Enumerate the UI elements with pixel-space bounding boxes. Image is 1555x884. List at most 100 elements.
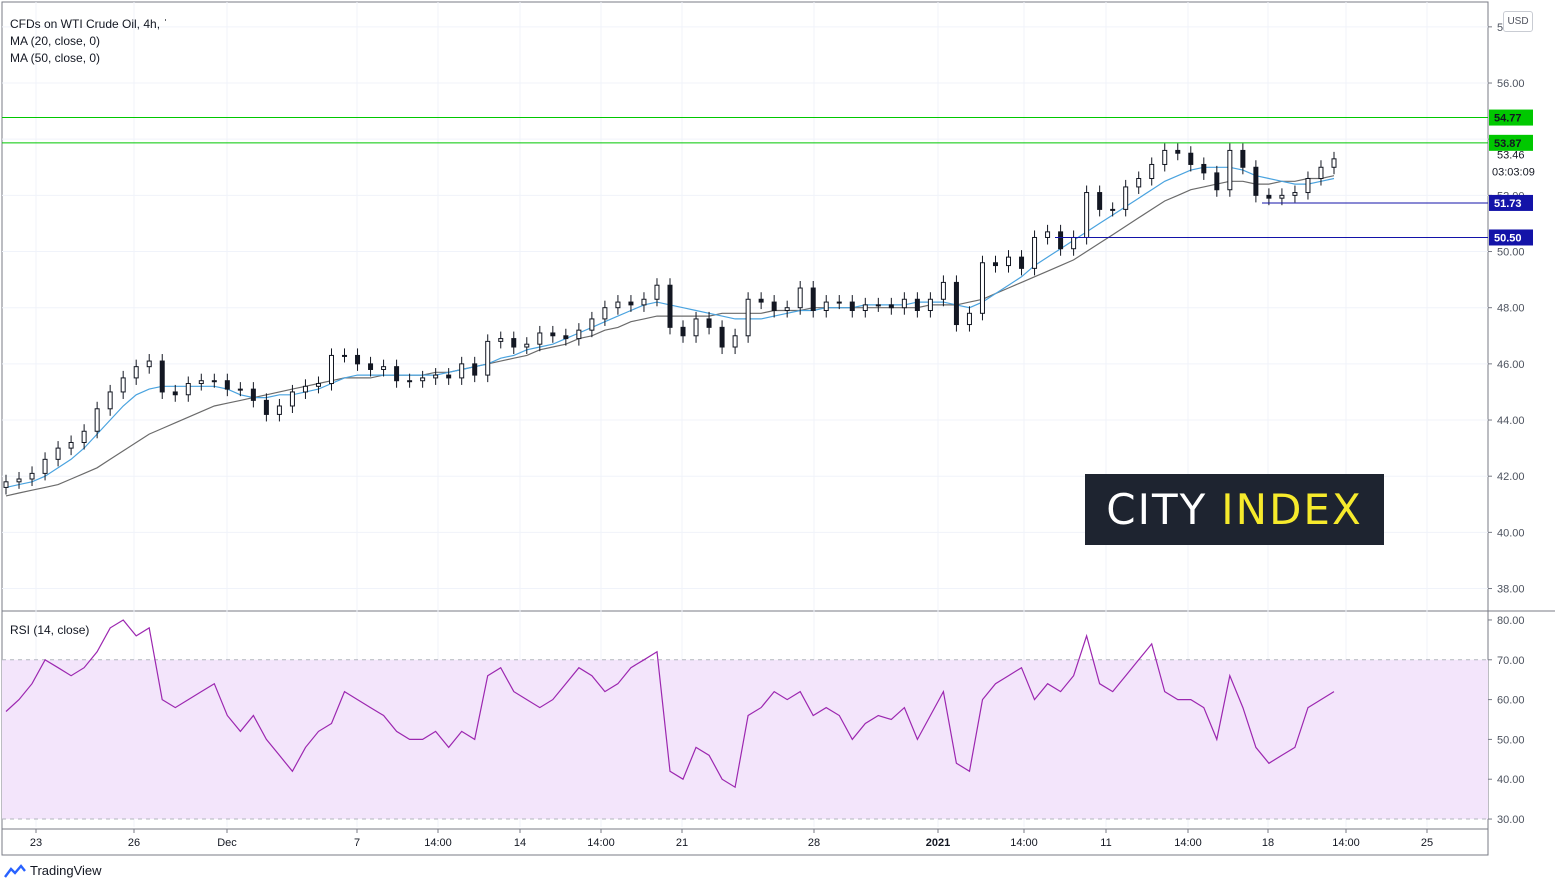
candle-up xyxy=(381,366,387,370)
candle-down xyxy=(1201,163,1207,174)
candle-up xyxy=(927,298,933,312)
candle-up xyxy=(823,301,829,312)
candle-down xyxy=(159,360,165,393)
candle-down xyxy=(368,363,374,370)
time-axis-label: 7 xyxy=(354,837,360,849)
candle-down xyxy=(628,301,634,306)
candle-down xyxy=(355,354,361,365)
time-axis-label: 2021 xyxy=(926,837,950,849)
rsi-axis-label: 70.00 xyxy=(1497,655,1525,667)
candle-up xyxy=(1162,149,1168,165)
candle-up xyxy=(81,430,87,443)
candle-up xyxy=(875,304,881,307)
candle-up xyxy=(237,388,243,391)
candle-down xyxy=(472,363,478,376)
candle-up xyxy=(185,383,191,396)
candle-up xyxy=(576,329,582,340)
candle-up xyxy=(836,301,842,304)
price-axis-label: 46.00 xyxy=(1497,359,1525,371)
candle-down xyxy=(914,298,920,312)
price-axis-label: 56.00 xyxy=(1497,78,1525,90)
candle-up xyxy=(1318,166,1324,180)
candle-up xyxy=(784,307,790,312)
candle-up xyxy=(211,380,217,383)
time-axis-label: 14:00 xyxy=(1010,837,1038,849)
currency-button[interactable]: USD xyxy=(1503,11,1533,32)
candle-up xyxy=(1032,236,1038,269)
candle-up xyxy=(940,281,946,300)
candle-up xyxy=(797,287,803,309)
candle-up xyxy=(745,298,751,337)
time-axis-label: 14 xyxy=(514,837,526,849)
rsi-axis-label: 40.00 xyxy=(1497,774,1525,786)
candle-down xyxy=(1175,149,1181,154)
level-tag-53.87 xyxy=(1489,134,1533,151)
candle-up xyxy=(1110,208,1116,211)
candle-up xyxy=(55,447,61,460)
candle-up xyxy=(862,304,868,312)
candle-up xyxy=(1279,194,1285,199)
symbol-legend: CFDs on WTI Crude Oil, 4h, ˈ xyxy=(10,17,168,31)
candle-up xyxy=(198,380,204,385)
time-axis-label: 25 xyxy=(1421,837,1433,849)
price-axis-label: 38.00 xyxy=(1497,584,1525,596)
tradingview-logo[interactable]: TradingView xyxy=(4,863,102,878)
time-axis-label: 23 xyxy=(30,837,42,849)
city-index-logo: CITY INDEX xyxy=(1085,474,1384,545)
candle-up xyxy=(966,312,972,326)
candle-up xyxy=(1123,186,1129,210)
price-axis-label: 50.00 xyxy=(1497,247,1525,259)
candle-up xyxy=(1149,163,1155,180)
candle-up xyxy=(524,343,530,348)
candle-up xyxy=(1136,178,1142,188)
candle-up xyxy=(589,318,595,331)
candle-down xyxy=(263,399,269,415)
candle-up xyxy=(1305,178,1311,194)
candle-up xyxy=(68,441,74,449)
candle-up xyxy=(1006,256,1012,267)
level-tag-text-50.50: 50.50 xyxy=(1494,232,1522,244)
candle-up xyxy=(420,377,426,382)
level-tag-text-51.73: 51.73 xyxy=(1494,198,1522,210)
time-axis-label: 11 xyxy=(1100,837,1111,849)
candle-down xyxy=(1253,166,1259,196)
candle-up xyxy=(654,284,660,300)
rsi-legend: RSI (14, close) xyxy=(10,623,90,637)
candle-up xyxy=(485,340,491,376)
candle-down xyxy=(1097,192,1103,210)
time-axis-label: Dec xyxy=(217,837,237,849)
candle-up xyxy=(29,472,35,480)
candle-up xyxy=(1227,149,1233,191)
candle-up xyxy=(120,377,126,393)
candle-down xyxy=(1058,231,1064,250)
candle-up xyxy=(276,405,282,415)
candle-down xyxy=(446,374,452,379)
rsi-axis-label: 30.00 xyxy=(1497,814,1525,826)
candle-up xyxy=(3,481,9,488)
time-axis-label: 28 xyxy=(808,837,820,849)
candle-up xyxy=(1084,192,1090,238)
ma50-legend: MA (50, close, 0) xyxy=(10,51,101,65)
candle-up xyxy=(979,262,985,314)
candle-down xyxy=(667,284,673,328)
candle-down xyxy=(250,388,256,401)
candle-up xyxy=(1292,192,1298,196)
price-axis-label: 40.00 xyxy=(1497,527,1525,539)
candle-up xyxy=(641,298,647,306)
time-axis-label: 14:00 xyxy=(424,837,452,849)
candle-up xyxy=(615,301,621,309)
bar-countdown-label: 03:03:09 xyxy=(1492,166,1535,178)
candle-down xyxy=(888,304,894,309)
time-axis-label: 14:00 xyxy=(587,837,615,849)
level-tag-text-54.77: 54.77 xyxy=(1494,113,1522,125)
candle-up xyxy=(433,374,439,379)
candle-down xyxy=(172,391,178,396)
tradingview-label: TradingView xyxy=(30,863,102,878)
candle-down xyxy=(719,326,725,348)
candle-down xyxy=(849,301,855,312)
time-axis-label: 21 xyxy=(676,837,688,849)
candle-up xyxy=(1331,158,1337,168)
price-axis-label: 42.00 xyxy=(1497,471,1525,483)
candle-down xyxy=(394,366,400,382)
